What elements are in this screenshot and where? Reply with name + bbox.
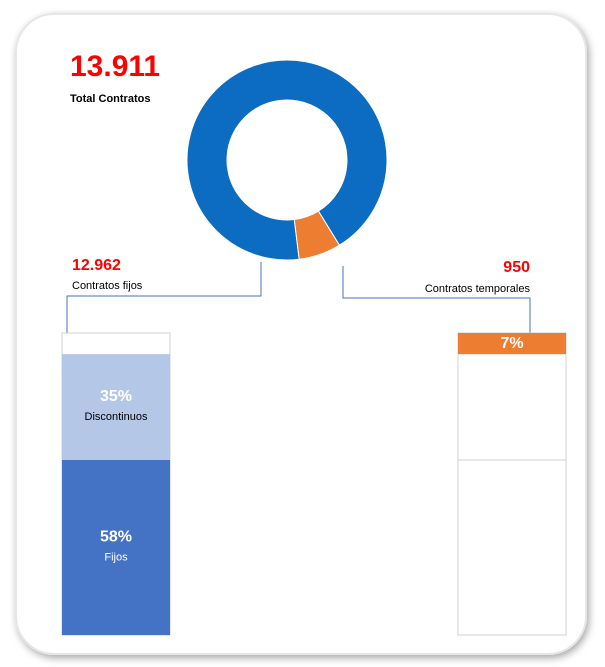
bar-segment xyxy=(62,459,170,635)
value-label: 35% xyxy=(100,388,132,405)
total-value: 13.911 xyxy=(70,50,160,83)
bar-frame xyxy=(457,332,567,636)
series-name: Fijos xyxy=(104,551,128,563)
category-label: Contratos temporales xyxy=(425,283,531,295)
total-caption: Total Contratos xyxy=(70,93,150,105)
connector xyxy=(342,266,531,333)
value-label: 7% xyxy=(500,335,523,352)
bar-segment xyxy=(458,333,566,355)
bar-segment xyxy=(62,354,170,460)
donut-slice xyxy=(186,59,388,261)
value-label: 58% xyxy=(100,529,132,546)
value-label: 950 xyxy=(503,259,530,276)
marks: 58% Fijos 35% Discontinuos 7% xyxy=(61,59,567,636)
category-label: Contratos fijos xyxy=(72,280,143,292)
connector xyxy=(66,262,262,333)
value-label: 12.962 xyxy=(72,257,121,274)
donut-slice xyxy=(293,210,341,260)
series-name: Discontinuos xyxy=(85,411,148,423)
